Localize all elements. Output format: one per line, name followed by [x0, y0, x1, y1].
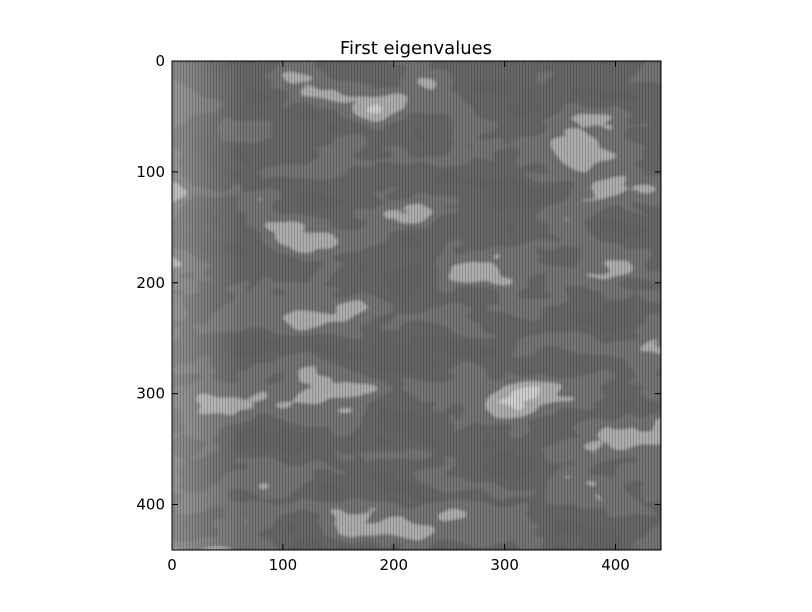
- y-tick-label: 0: [155, 52, 165, 70]
- chart-title: First eigenvalues: [340, 38, 492, 59]
- plot-area: [172, 61, 661, 550]
- y-tick-label: 100: [136, 163, 165, 181]
- x-axis-ticks: 0 100 200 300 400: [167, 61, 630, 574]
- y-tick-label: 200: [136, 274, 165, 292]
- x-tick-label: 100: [269, 556, 298, 574]
- x-tick-label: 0: [167, 556, 177, 574]
- x-tick-label: 200: [379, 556, 408, 574]
- vertical-striation: [172, 61, 661, 550]
- plot-border: [171, 60, 662, 551]
- x-tick-label: 400: [601, 556, 630, 574]
- y-tick-label: 400: [136, 496, 165, 514]
- axes-frame: [171, 60, 662, 551]
- y-tick-label: 300: [136, 385, 165, 403]
- y-axis-ticks: 0 100 200 300 400: [136, 52, 661, 514]
- x-tick-label: 300: [490, 556, 519, 574]
